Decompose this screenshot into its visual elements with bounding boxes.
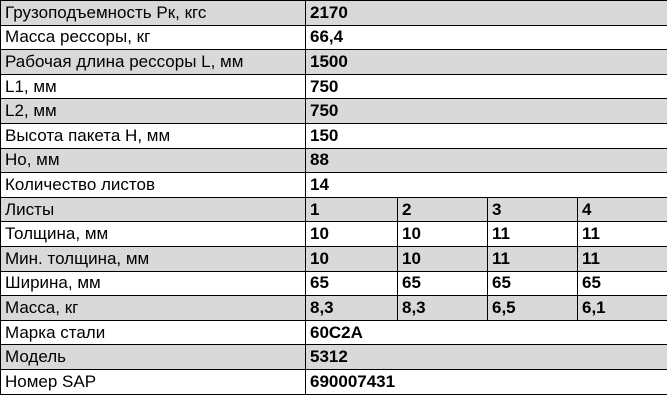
table-row: Листы 1 2 3 4: [0, 196, 667, 223]
row-value: 8,3: [305, 295, 398, 321]
row-value: 65: [397, 270, 488, 297]
row-value: 10: [305, 221, 398, 247]
row-value: 60С2А: [304, 319, 667, 346]
table-row: Мин. толщина, мм 10 10 11 11: [0, 245, 667, 272]
table-row: L1, мм 750: [0, 73, 667, 100]
row-value: 10: [305, 245, 398, 272]
row-value: 65: [487, 270, 578, 297]
row-label: Листы: [0, 196, 306, 223]
row-label: Масса рессоры, кг: [0, 24, 306, 51]
row-value: 2: [397, 196, 488, 223]
table-row: Грузоподъемность Рк, кгс 2170: [0, 0, 667, 26]
row-label: Количество листов: [0, 172, 306, 198]
row-value: 11: [576, 245, 667, 272]
table-row: Масса, кг 8,3 8,3 6,5 6,1: [0, 295, 667, 321]
table-row: Но, мм 88: [0, 147, 667, 174]
row-label: Высота пакета H, мм: [0, 122, 306, 149]
row-value: 65: [305, 270, 398, 297]
row-value: 6,5: [487, 295, 578, 321]
table-row: Марка стали 60С2А: [0, 319, 667, 346]
row-value: 66,4: [304, 24, 667, 51]
row-label: Мин. толщина, мм: [0, 245, 306, 272]
row-value: 150: [304, 122, 667, 149]
row-label: L1, мм: [0, 73, 306, 100]
row-value: 10: [397, 245, 488, 272]
row-value: 11: [576, 221, 667, 247]
row-value: 1500: [304, 49, 667, 75]
row-value: 11: [487, 245, 578, 272]
row-value: 65: [576, 270, 667, 297]
table-row: Количество листов 14: [0, 172, 667, 198]
table-row: Масса рессоры, кг 66,4: [0, 24, 667, 51]
row-label: Марка стали: [0, 319, 306, 346]
row-value: 2170: [304, 0, 667, 26]
row-label: Ширина, мм: [0, 270, 306, 297]
row-value: 6,1: [576, 295, 667, 321]
row-value: 3: [487, 196, 578, 223]
row-value: 4: [576, 196, 667, 223]
row-value: 750: [304, 98, 667, 124]
row-value: 5312: [304, 344, 667, 370]
table-row: Рабочая длина рессоры L, мм 1500: [0, 49, 667, 75]
row-label: Рабочая длина рессоры L, мм: [0, 49, 306, 75]
row-value: 10: [397, 221, 488, 247]
row-value: 88: [304, 147, 667, 174]
row-value: 14: [304, 172, 667, 198]
row-value: 8,3: [397, 295, 488, 321]
row-value: 690007431: [304, 368, 667, 395]
row-value: 750: [304, 73, 667, 100]
row-label: Но, мм: [0, 147, 306, 174]
row-label: Грузоподъемность Рк, кгс: [0, 0, 306, 26]
table-row: Высота пакета H, мм 150: [0, 122, 667, 149]
row-label: L2, мм: [0, 98, 306, 124]
row-value: 11: [487, 221, 578, 247]
row-label: Масса, кг: [0, 295, 306, 321]
table-row: Ширина, мм 65 65 65 65: [0, 270, 667, 297]
table-row: L2, мм 750: [0, 98, 667, 124]
table-row: Толщина, мм 10 10 11 11: [0, 221, 667, 247]
row-label: Номер SAP: [0, 368, 306, 395]
table-row: Номер SAP 690007431: [0, 368, 667, 395]
row-value: 1: [305, 196, 398, 223]
row-label: Модель: [0, 344, 306, 370]
table-row: Модель 5312: [0, 344, 667, 370]
row-label: Толщина, мм: [0, 221, 306, 247]
